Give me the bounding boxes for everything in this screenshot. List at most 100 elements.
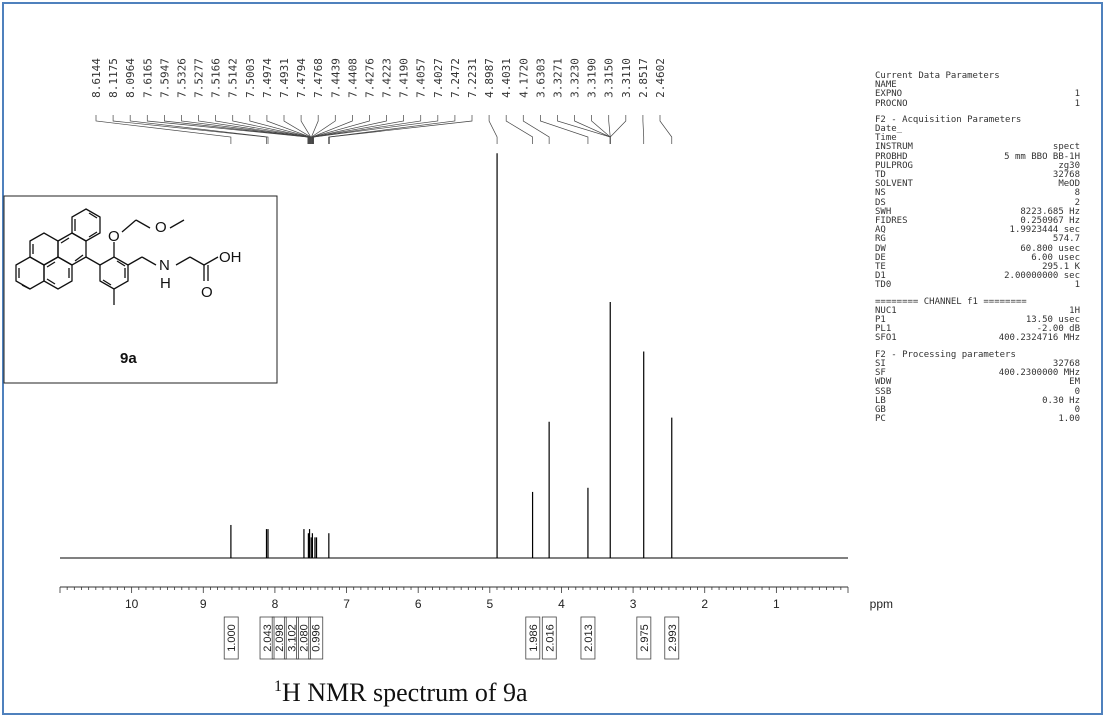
param-row: NAME — [875, 80, 1080, 90]
integral-value: 1.986 — [528, 624, 540, 652]
peak-label-connector — [266, 115, 311, 144]
peak-label-connector — [311, 115, 370, 144]
param-key: PL1 — [875, 324, 892, 335]
param-key: Time — [875, 133, 897, 144]
param-key: SF — [875, 368, 886, 379]
proc-params-list: SI 32768 SF 400.2300000 MHz WDW EM SSB 0 LB 0.30 … — [875, 359, 1080, 425]
param-value: zg30 — [1058, 160, 1080, 171]
param-key: DE — [875, 252, 886, 263]
param-value: 32768 — [1052, 170, 1080, 181]
param-value: 574.7 — [1052, 234, 1080, 245]
peak-shift-label: 7.5326 — [175, 58, 188, 98]
param-key: NS — [875, 188, 886, 199]
param-key: LB — [875, 395, 886, 406]
param-value: 400.2324716 MHz — [998, 333, 1080, 344]
peak-shift-label: 7.4974 — [261, 58, 274, 98]
ppm-axis: 10 9 8 7 6 5 4 3 2 1 ppm — [59, 586, 893, 611]
acq-params-list: Date_ Time INSTRUM spect PROBHD 5 mm BBO BB-1… — [875, 124, 1080, 291]
peak-shift-label: 3.6303 — [534, 58, 547, 98]
amine-h-label: H — [160, 275, 171, 292]
param-row: SSB 0 — [875, 387, 1080, 397]
current-params-list: NAME EXPNO 1 PROCNO 1 — [875, 80, 1080, 109]
acquisition-parameters-panel: Current Data Parameters NAME EXPNO 1 PROCNO… — [875, 71, 1080, 425]
param-key: PC — [875, 414, 886, 425]
peak-shift-label: 4.1720 — [517, 58, 530, 98]
param-row: TD 32768 — [875, 170, 1080, 181]
param-row: DE 6.00 usec — [875, 252, 1080, 263]
param-value: spect — [1052, 142, 1080, 153]
peak-label-connector — [329, 115, 473, 144]
integral-value: 2.975 — [639, 624, 651, 652]
param-key: WDW — [875, 377, 892, 388]
x-tick-label: 4 — [558, 597, 565, 611]
peak-shift-label: 7.5142 — [227, 58, 240, 98]
param-row: SI 32768 — [875, 359, 1080, 369]
param-value: 60.800 usec — [1020, 243, 1080, 254]
peak-shift-label: 4.4031 — [500, 58, 513, 98]
param-value: 2 — [1074, 197, 1080, 208]
compound-label: 9a — [120, 350, 137, 367]
param-row: Date_ — [875, 124, 1080, 135]
param-row: WDW EM — [875, 378, 1080, 387]
param-key: INSTRUM — [875, 142, 913, 153]
param-key: TD — [875, 170, 886, 181]
param-key: PROCNO — [875, 98, 908, 109]
carbonyl-oxygen-label: O — [201, 284, 213, 301]
param-value: 8223.685 Hz — [1020, 206, 1080, 217]
integral-box — [223, 616, 239, 660]
integral-box — [296, 616, 311, 660]
integral-value: 2.043 — [262, 624, 274, 652]
param-value: 13.50 usec — [1025, 315, 1080, 326]
integral-value: 2.098 — [274, 624, 286, 652]
channel-title: ======== CHANNEL f1 ======== — [875, 296, 1027, 307]
peak-label-connector — [522, 115, 550, 144]
caption-superscript: 1 — [274, 678, 282, 695]
integral-value: 2.013 — [583, 624, 595, 652]
param-row: EXPNO 1 — [875, 90, 1080, 99]
ring-oxygen-label: O — [108, 228, 120, 245]
param-row: NUC1 1H — [875, 306, 1080, 316]
param-row: PULPROG zg30 — [875, 160, 1080, 171]
peak-label-connector — [198, 115, 309, 144]
peak-shift-label: 2.4602 — [654, 58, 667, 98]
amine-n-label: N — [159, 257, 170, 274]
peak-label-connectors — [95, 115, 673, 144]
peak-label-connector — [505, 115, 533, 144]
peak-shift-label: 7.4768 — [312, 58, 325, 98]
peak-label-connector — [283, 115, 312, 144]
peak-shift-label: 3.3150 — [603, 58, 616, 98]
peak-shift-label: 2.8517 — [637, 58, 650, 98]
integral-value: 1.000 — [226, 624, 238, 652]
peak-shift-label: 7.4276 — [363, 58, 376, 98]
param-key: GB — [875, 404, 886, 415]
param-row: D1 2.00000000 sec — [875, 272, 1080, 281]
peak-shift-label: 7.4439 — [329, 58, 342, 98]
param-value: 8 — [1074, 188, 1080, 199]
x-tick-label: 3 — [630, 597, 637, 611]
peak-shift-label: 7.2472 — [449, 58, 462, 98]
param-row: SF 400.2300000 MHz — [875, 368, 1080, 379]
param-key: SOLVENT — [875, 179, 913, 190]
integral-value: 2.993 — [667, 624, 679, 652]
molecule-structure: O O N H OH O 9a — [3, 195, 278, 384]
param-value: 1 — [1074, 98, 1080, 109]
integral-box — [664, 616, 680, 660]
param-value: EM — [1069, 377, 1080, 388]
param-row: INSTRUM spect — [875, 143, 1080, 152]
param-value: 1 — [1074, 89, 1080, 100]
param-row: SOLVENT MeOD — [875, 180, 1080, 189]
param-key: TE — [875, 262, 886, 273]
integral-value: 0.996 — [311, 624, 323, 652]
param-value: 0.250967 Hz — [1020, 216, 1080, 227]
peak-label-connector — [591, 115, 611, 144]
ether-oxygen-label: O — [155, 219, 167, 236]
param-value: 1.9923444 sec — [1009, 225, 1080, 236]
integral-box — [525, 616, 541, 660]
param-value: MeOD — [1058, 179, 1080, 190]
param-key: TD0 — [875, 280, 892, 291]
integral-box — [271, 616, 287, 660]
x-tick-label: 1 — [773, 597, 780, 611]
peak-label-connector — [129, 115, 269, 144]
peak-label-connector — [311, 115, 336, 144]
param-key: Date_ — [875, 124, 903, 135]
